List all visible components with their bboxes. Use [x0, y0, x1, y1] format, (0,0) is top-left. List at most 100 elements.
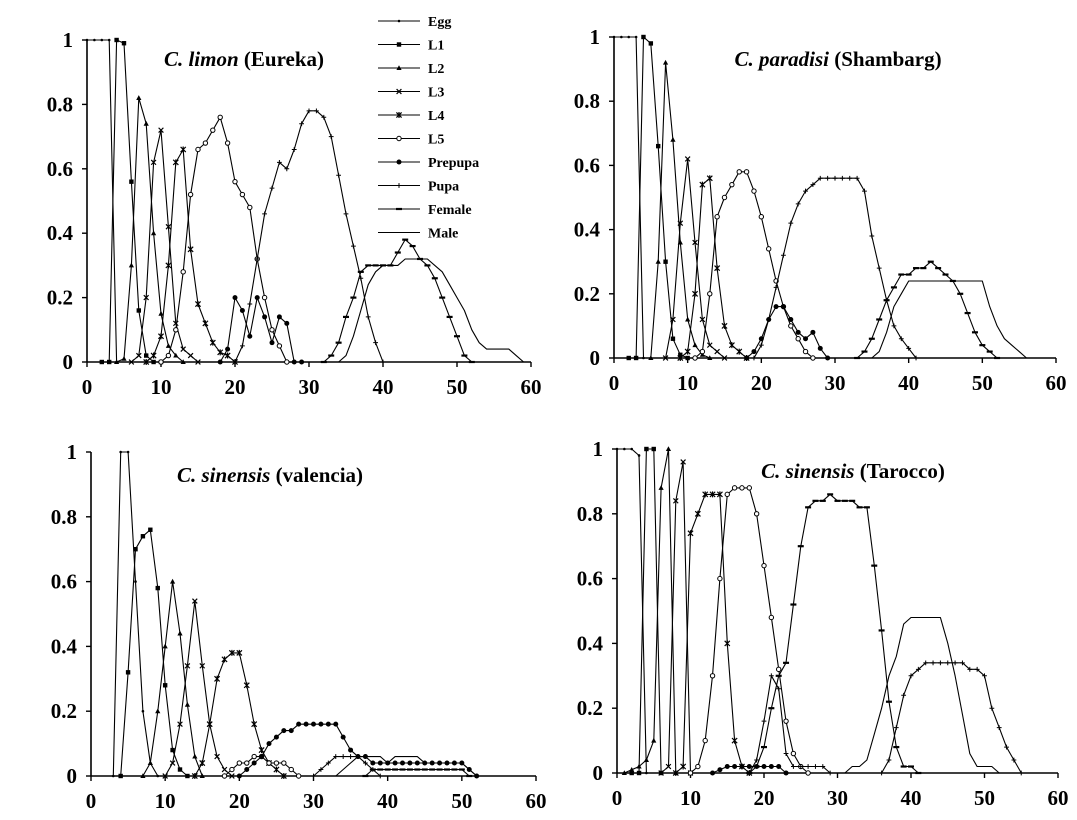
panel-1-data-point: [173, 327, 179, 333]
panel-2-data-point: [803, 336, 809, 342]
panel-3-data-point: [281, 728, 287, 734]
panel-2-data-point: [699, 348, 706, 355]
panel-2-data-point: [721, 322, 728, 329]
panel-3-data-point: [170, 747, 175, 753]
panel-4-data-point: [827, 770, 833, 776]
panel-1-data-point: [217, 349, 224, 356]
panel-2-data-point: [825, 175, 831, 181]
panel-3-data-point: [147, 760, 153, 766]
panel-4-series-line: [748, 493, 919, 774]
panel-1-data-point: [224, 140, 231, 146]
panel-3-y-tick-label: 0.8: [51, 505, 77, 529]
panel-4-data-point: [776, 764, 782, 770]
panel-3-data-point: [333, 721, 339, 727]
panel-1-series-line: [219, 297, 302, 363]
panel-1-data-point: [172, 159, 179, 166]
panel-1-data-point: [121, 355, 127, 361]
panel-2-series-line: [694, 171, 814, 359]
panel-1-series-line: [323, 239, 473, 363]
panel-2-data-point: [721, 194, 728, 201]
panel-4-data-point: [739, 764, 745, 770]
panel-1-data-point: [165, 223, 172, 230]
panel-2-x-tick-label: 0: [609, 371, 620, 395]
panel-3-series-10: [335, 756, 478, 777]
panel-1-series-9: [320, 238, 475, 364]
panel-1-data-point: [306, 108, 312, 114]
panel-1-data-point: [254, 295, 260, 301]
panel-1-data-point: [158, 127, 164, 133]
panel-1-data-point: [262, 211, 267, 217]
panel-2-data-point: [699, 316, 706, 323]
panel-4-data-point: [636, 763, 642, 769]
panel-4-series-line: [837, 616, 1000, 774]
panel-1-series-3: [114, 95, 186, 364]
panel-3-series-line: [120, 529, 188, 777]
panel-4-data-point: [776, 686, 782, 692]
panel-2-data-point: [684, 348, 691, 355]
panel-1-data-point: [217, 359, 223, 365]
panel-3-data-point: [119, 450, 122, 454]
panel-2-data-point: [773, 304, 779, 310]
panel-2-data-point: [699, 351, 705, 357]
panel-3-data-point: [251, 753, 257, 760]
panel-4-title: C. sinensis (Tarocco): [761, 459, 945, 483]
panel-3-x-tick-label: 50: [451, 789, 472, 813]
panel-4-series-6: [687, 485, 811, 776]
panel-4-data-point: [694, 510, 701, 517]
panel-1-data-point: [269, 340, 275, 346]
panel-2-x-tick-label: 30: [825, 371, 846, 395]
panel-2-data-point: [802, 348, 809, 355]
panel-3-data-point: [228, 649, 235, 656]
panel-3-data-point: [148, 527, 153, 532]
panel-2-data-point: [758, 214, 765, 220]
panel-2-data-point: [795, 329, 801, 335]
panel-4-data-point: [1011, 757, 1017, 763]
panel-1-data-point: [202, 320, 209, 327]
panel-1-title-species: C. limon: [164, 47, 239, 71]
panel-3-y-tick-label: 0.4: [51, 634, 78, 658]
panel-1-data-point: [380, 359, 386, 365]
panel-4-data-point: [629, 770, 634, 776]
panel-3-data-point: [125, 670, 131, 675]
panel-1-data-point: [114, 359, 120, 364]
panel-2-data-point: [876, 265, 882, 271]
panel-2-x-tick-label: 60: [1046, 371, 1067, 395]
panel-3-data-point: [348, 754, 353, 759]
panel-4-data-point: [680, 459, 686, 465]
panel-2-data-point: [626, 355, 631, 361]
panel-1-data-point: [180, 269, 186, 275]
panel-1-y-tick-label: 0.2: [47, 286, 73, 310]
panel-4-data-point: [996, 725, 1002, 731]
panel-4-data-point: [629, 766, 635, 772]
panel-3-data-point: [169, 578, 176, 584]
panel-4-x-tick-label: 40: [901, 786, 922, 810]
panel-3-data-point: [185, 773, 190, 779]
panel-1-series-line: [87, 39, 118, 363]
panel-2-data-point: [662, 355, 669, 361]
panel-1-data-point: [165, 352, 172, 359]
panel-1-series-line: [116, 97, 184, 363]
panel-3-series-5: [191, 649, 287, 780]
panel-4-y-tick-label: 0.6: [577, 567, 603, 591]
panel-4-series-line: [660, 461, 692, 774]
panel-3-series-line: [335, 756, 478, 777]
panel-4-y-tick-label: 0: [593, 761, 604, 785]
panel-1-data-point: [85, 38, 89, 42]
panel-3-data-point: [311, 721, 316, 727]
panel-1-data-point: [165, 262, 172, 269]
panel-1-data-point: [144, 353, 149, 358]
panel-3-data-point: [126, 450, 130, 454]
panel-4-data-point: [923, 660, 929, 666]
panel-3-data-point: [295, 773, 302, 779]
panel-1-data-point: [93, 38, 96, 42]
panel-2-series-line: [679, 177, 747, 359]
panel-3-data-point: [318, 721, 324, 727]
panel-4-data-point: [879, 770, 884, 776]
panel-1-data-point: [239, 307, 245, 313]
panel-2-x-tick-label: 20: [751, 371, 772, 395]
panel-3-title: C. sinensis (valencia): [177, 463, 363, 487]
legend-label: L1: [428, 39, 444, 54]
panel-4-data-point: [643, 757, 649, 763]
panel-3-data-point: [214, 753, 220, 760]
panel-4-y-tick-label: 0.4: [577, 631, 604, 655]
